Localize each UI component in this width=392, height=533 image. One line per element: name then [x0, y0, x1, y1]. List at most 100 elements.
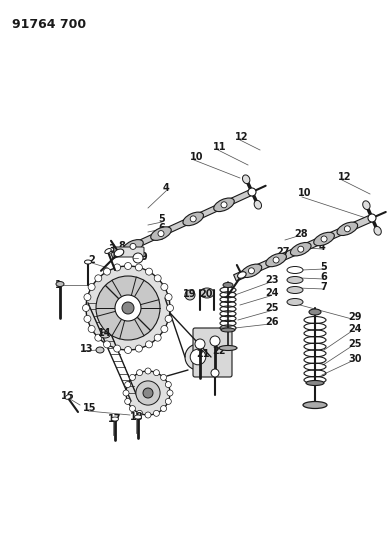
Text: 24: 24 [265, 288, 278, 298]
Text: 91764 700: 91764 700 [12, 18, 86, 31]
Ellipse shape [306, 381, 324, 385]
Text: 20: 20 [199, 289, 212, 299]
Ellipse shape [134, 415, 142, 419]
Ellipse shape [374, 227, 381, 235]
Ellipse shape [309, 309, 321, 315]
Circle shape [103, 268, 111, 275]
Text: 12: 12 [338, 172, 352, 182]
Ellipse shape [337, 222, 358, 236]
Circle shape [165, 294, 172, 301]
Ellipse shape [183, 212, 203, 225]
Circle shape [136, 370, 143, 376]
Text: 11: 11 [213, 142, 227, 152]
Ellipse shape [111, 417, 118, 421]
Circle shape [248, 188, 256, 196]
Circle shape [133, 253, 143, 263]
Text: 10: 10 [190, 152, 203, 162]
Text: 13: 13 [80, 344, 94, 354]
Circle shape [161, 375, 167, 381]
Text: 23: 23 [265, 275, 278, 285]
Text: 5: 5 [320, 262, 327, 272]
Circle shape [154, 275, 161, 282]
Circle shape [82, 304, 89, 311]
Circle shape [125, 346, 131, 353]
Text: 12: 12 [235, 132, 249, 142]
Polygon shape [234, 215, 374, 281]
Circle shape [167, 304, 174, 311]
Ellipse shape [200, 288, 214, 298]
Circle shape [122, 302, 134, 314]
Circle shape [143, 388, 153, 398]
Ellipse shape [151, 227, 171, 240]
Circle shape [145, 268, 152, 275]
Circle shape [221, 202, 227, 208]
Text: 17: 17 [108, 414, 122, 424]
Text: 6: 6 [158, 223, 165, 233]
Circle shape [161, 326, 168, 333]
Circle shape [129, 406, 136, 411]
Ellipse shape [287, 287, 303, 294]
Text: 7: 7 [158, 232, 165, 242]
Ellipse shape [214, 198, 234, 212]
Circle shape [161, 406, 167, 411]
Circle shape [161, 284, 168, 290]
Ellipse shape [287, 266, 303, 273]
Text: 18: 18 [130, 412, 143, 422]
Circle shape [95, 275, 102, 282]
Text: 7: 7 [320, 282, 327, 292]
Circle shape [185, 290, 195, 300]
Circle shape [84, 316, 91, 322]
Ellipse shape [266, 253, 287, 266]
Text: 28: 28 [294, 229, 308, 239]
Ellipse shape [105, 248, 111, 254]
Text: 16: 16 [61, 391, 74, 401]
Ellipse shape [314, 232, 334, 246]
Ellipse shape [85, 260, 91, 264]
Circle shape [125, 382, 131, 387]
Ellipse shape [96, 347, 104, 353]
Circle shape [84, 294, 91, 301]
Ellipse shape [241, 264, 262, 278]
Text: 14: 14 [98, 328, 111, 338]
Text: 30: 30 [348, 354, 361, 364]
Circle shape [165, 316, 172, 322]
Circle shape [154, 334, 161, 341]
Ellipse shape [287, 298, 303, 305]
Circle shape [88, 284, 95, 290]
Circle shape [136, 410, 143, 416]
FancyBboxPatch shape [114, 247, 144, 257]
Text: 6: 6 [320, 272, 327, 282]
Circle shape [210, 336, 220, 346]
Text: 5: 5 [158, 214, 165, 224]
Ellipse shape [287, 277, 303, 284]
Circle shape [321, 236, 327, 242]
Ellipse shape [219, 345, 237, 351]
Ellipse shape [290, 243, 311, 256]
Text: 25: 25 [348, 339, 361, 349]
Circle shape [130, 244, 136, 249]
Circle shape [114, 345, 121, 352]
Text: 4: 4 [319, 242, 326, 252]
Circle shape [135, 345, 142, 352]
Text: 25: 25 [265, 303, 278, 313]
Circle shape [114, 264, 121, 271]
Text: 10: 10 [298, 188, 312, 198]
Circle shape [190, 216, 196, 222]
Circle shape [158, 231, 164, 237]
Circle shape [126, 371, 170, 415]
Text: 3: 3 [108, 244, 115, 254]
FancyBboxPatch shape [193, 328, 232, 377]
Circle shape [125, 399, 131, 405]
Ellipse shape [123, 240, 143, 253]
Text: 2: 2 [88, 255, 95, 265]
Circle shape [96, 276, 160, 340]
Circle shape [273, 257, 279, 263]
Ellipse shape [303, 401, 327, 408]
Circle shape [135, 264, 142, 271]
Circle shape [153, 410, 160, 416]
Ellipse shape [100, 332, 110, 338]
Circle shape [344, 226, 350, 232]
Text: 19: 19 [183, 289, 196, 299]
Ellipse shape [223, 282, 233, 287]
Circle shape [145, 368, 151, 374]
